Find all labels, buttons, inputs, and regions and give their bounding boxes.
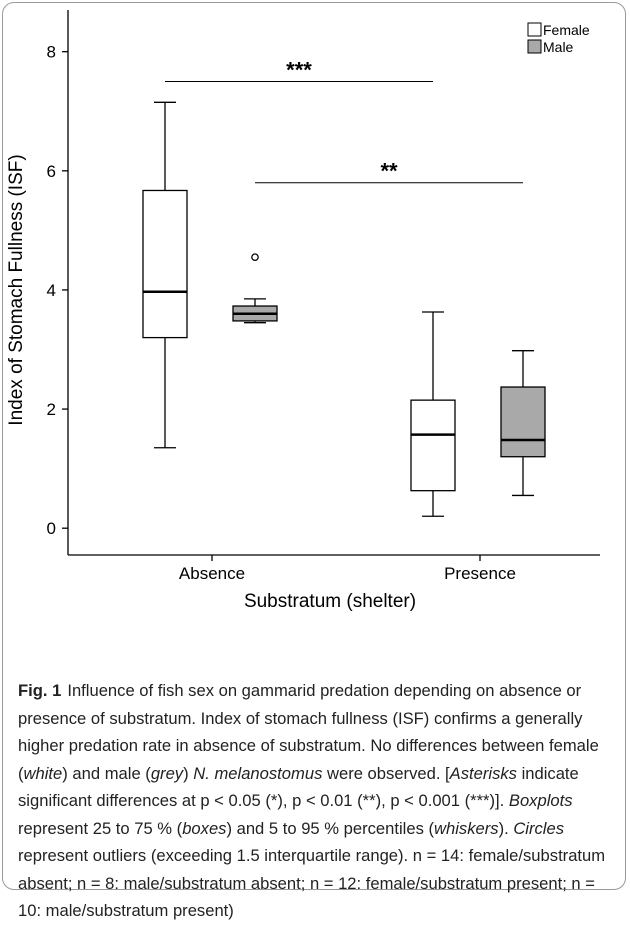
caption-text: were observed. [ bbox=[322, 763, 450, 783]
caption-text: indicate significant differences at p < … bbox=[18, 763, 579, 811]
y-tick-label: 6 bbox=[47, 162, 56, 181]
y-tick-label: 4 bbox=[47, 281, 56, 300]
caption-text: ) and male ( bbox=[62, 763, 151, 783]
legend-swatch bbox=[527, 22, 542, 37]
box bbox=[142, 189, 188, 339]
caption-italic: boxes bbox=[182, 818, 227, 838]
caption-italic: Asterisks bbox=[449, 763, 517, 783]
outlier bbox=[251, 253, 259, 262]
legend-swatch bbox=[527, 39, 542, 54]
figure-frame bbox=[2, 2, 626, 890]
y-tick-label: 2 bbox=[47, 400, 56, 419]
caption-text: ) and 5 to 95 % percentiles ( bbox=[226, 818, 435, 838]
y-axis-title: Index of Stomach Fullness (ISF) bbox=[6, 154, 27, 425]
caption-italic: Circles bbox=[513, 818, 565, 838]
caption-italic: whiskers bbox=[434, 818, 499, 838]
caption-text: represent outliers (exceeding 1.5 interq… bbox=[18, 846, 606, 920]
caption-text: ). bbox=[498, 818, 514, 838]
significance-label: ** bbox=[380, 159, 398, 184]
caption-text: represent 25 to 75 % ( bbox=[18, 818, 183, 838]
caption-italic: grey bbox=[150, 763, 184, 783]
x-axis-title: Substratum (shelter) bbox=[244, 591, 416, 612]
caption-italic: Boxplots bbox=[508, 791, 573, 810]
x-tick-label: Absence bbox=[179, 564, 245, 583]
chart: Index of Stomach Fullness (ISF) Substrat… bbox=[6, 10, 600, 612]
significance-label: *** bbox=[286, 57, 312, 82]
y-tick-label: 0 bbox=[47, 519, 56, 538]
box bbox=[410, 399, 456, 492]
caption-italic: N. melanostomus bbox=[193, 763, 323, 783]
x-tick-label: Presence bbox=[444, 564, 516, 583]
caption-text: ) bbox=[183, 763, 194, 783]
caption-label: Fig. 1 bbox=[18, 681, 62, 700]
caption-text: Influence of fish sex on gammarid predat… bbox=[18, 681, 599, 783]
legend-label: Female bbox=[543, 22, 590, 38]
caption-italic: white bbox=[23, 763, 63, 783]
caption: Fig. 1 Influence of fish sex on gammarid … bbox=[18, 677, 618, 925]
legend-label: Male bbox=[543, 39, 574, 55]
box bbox=[500, 386, 546, 458]
y-tick-label: 8 bbox=[47, 43, 56, 62]
